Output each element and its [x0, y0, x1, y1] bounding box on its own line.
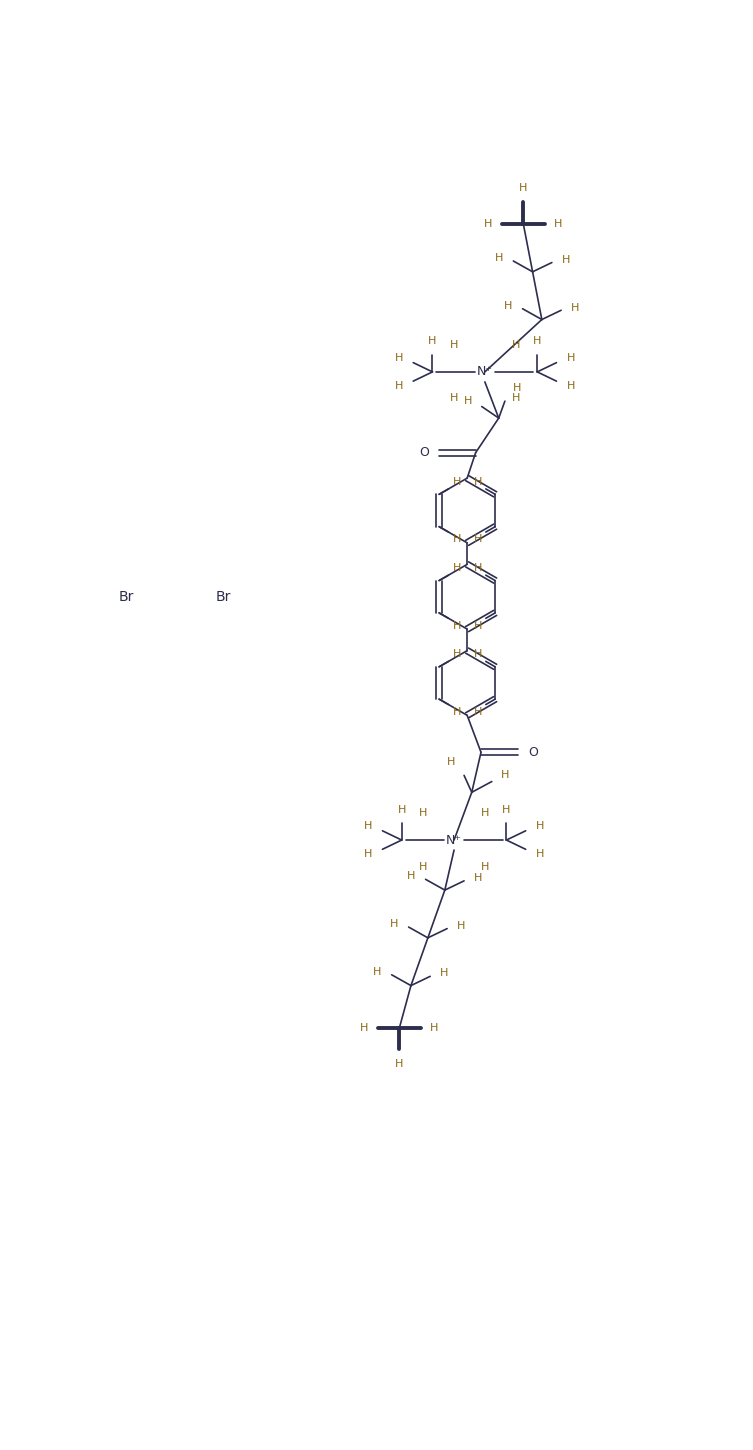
Text: H: H — [511, 341, 520, 351]
Text: H: H — [511, 393, 520, 403]
Text: H: H — [407, 871, 416, 882]
Text: H: H — [450, 393, 459, 403]
Text: H: H — [474, 563, 482, 573]
Text: H: H — [480, 809, 489, 818]
Text: H: H — [419, 861, 428, 871]
Text: H: H — [566, 381, 575, 390]
Text: H: H — [373, 967, 382, 977]
Text: O: O — [419, 447, 428, 460]
Text: H: H — [395, 352, 404, 362]
Text: H: H — [453, 650, 461, 660]
Text: H: H — [571, 303, 580, 313]
Text: H: H — [533, 336, 541, 347]
Text: H: H — [364, 821, 373, 831]
Text: H: H — [364, 848, 373, 858]
Text: Br: Br — [119, 590, 135, 603]
Text: N⁺: N⁺ — [477, 365, 493, 378]
Text: H: H — [474, 621, 482, 631]
Text: H: H — [360, 1022, 368, 1032]
Text: H: H — [474, 535, 482, 544]
Text: H: H — [395, 1058, 404, 1069]
Text: H: H — [480, 861, 489, 871]
Text: H: H — [502, 805, 511, 815]
Text: H: H — [398, 805, 406, 815]
Text: H: H — [453, 621, 461, 631]
Text: H: H — [474, 706, 482, 716]
Text: H: H — [554, 219, 562, 229]
Text: H: H — [505, 300, 513, 310]
Text: H: H — [513, 383, 521, 393]
Text: H: H — [484, 219, 492, 229]
Text: H: H — [447, 757, 455, 767]
Text: H: H — [495, 252, 503, 262]
Text: H: H — [453, 477, 461, 487]
Text: H: H — [535, 848, 544, 858]
Text: H: H — [566, 352, 575, 362]
Text: H: H — [450, 341, 459, 351]
Text: Br: Br — [215, 590, 230, 603]
Text: H: H — [519, 183, 528, 193]
Text: H: H — [453, 535, 461, 544]
Text: H: H — [474, 477, 482, 487]
Text: H: H — [390, 919, 398, 929]
Text: H: H — [428, 336, 437, 347]
Text: H: H — [562, 255, 570, 265]
Text: H: H — [453, 706, 461, 716]
Text: H: H — [474, 650, 482, 660]
Text: H: H — [430, 1022, 438, 1032]
Text: H: H — [457, 921, 465, 931]
Text: H: H — [453, 563, 461, 573]
Text: H: H — [441, 969, 449, 979]
Text: H: H — [535, 821, 544, 831]
Text: H: H — [474, 873, 483, 883]
Text: N⁺: N⁺ — [446, 834, 462, 847]
Text: O: O — [528, 745, 538, 758]
Text: H: H — [501, 770, 509, 780]
Text: H: H — [419, 809, 428, 818]
Text: H: H — [464, 396, 473, 406]
Text: H: H — [395, 381, 404, 390]
